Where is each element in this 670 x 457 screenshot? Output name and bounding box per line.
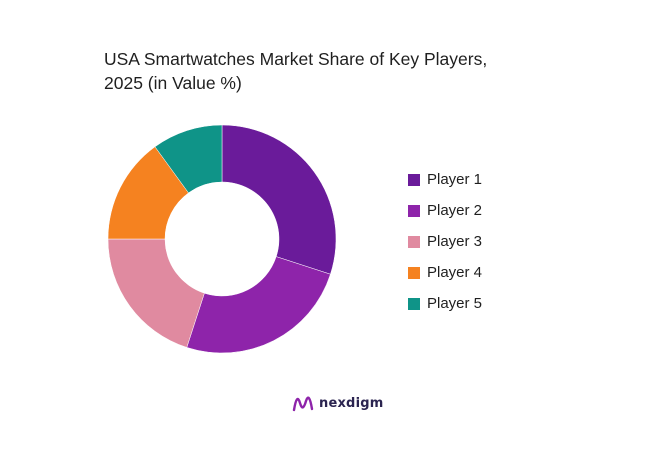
chart-legend: Player 1 Player 2 Player 3 Player 4 Player 5 <box>408 164 482 319</box>
donut-slice-player-3 <box>107 238 205 348</box>
brand-name: nexdigm <box>319 395 384 411</box>
legend-item-player-3: Player 3 <box>408 226 482 257</box>
legend-label-player-3: Player 3 <box>427 233 483 250</box>
legend-label-player-5: Player 5 <box>427 295 483 312</box>
legend-swatch-player-5 <box>408 297 420 310</box>
legend-item-player-5: Player 5 <box>408 288 482 319</box>
legend-swatch-player-4 <box>408 266 420 279</box>
legend-label-player-1: Player 1 <box>427 171 483 188</box>
legend-swatch-player-3 <box>408 235 420 248</box>
legend-swatch-player-1 <box>408 173 420 186</box>
nexdigm-logo-icon <box>292 396 314 412</box>
chart-title-line-2: 2025 (in Value %) <box>104 73 242 93</box>
chart-title: USA Smartwatches Market Share of Key Pla… <box>104 47 564 95</box>
donut-slice-player-1 <box>221 124 337 275</box>
brand-logo: nexdigm <box>292 394 383 412</box>
legend-label-player-2: Player 2 <box>427 202 483 219</box>
legend-item-player-4: Player 4 <box>408 257 482 288</box>
chart-title-line-1: USA Smartwatches Market Share of Key Pla… <box>104 49 488 69</box>
legend-item-player-1: Player 1 <box>408 164 482 195</box>
legend-item-player-2: Player 2 <box>408 195 482 226</box>
legend-label-player-4: Player 4 <box>427 264 483 281</box>
legend-swatch-player-2 <box>408 204 420 217</box>
donut-slice-player-5 <box>154 124 223 194</box>
donut-slice-player-2 <box>186 256 331 354</box>
